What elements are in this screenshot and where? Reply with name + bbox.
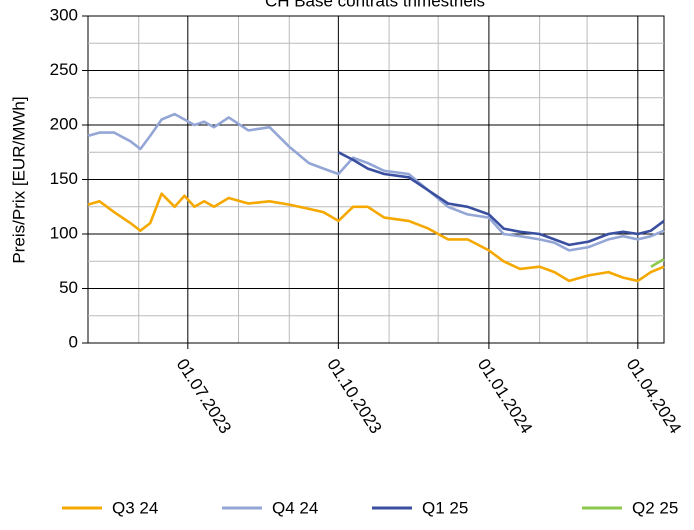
x-tick-label: 01.07.2023 — [173, 355, 235, 437]
legend-item: Q2 25 — [582, 498, 678, 517]
legend-label: Q2 25 — [632, 498, 678, 517]
series-line — [650, 257, 665, 268]
x-tick-label: 01.10.2023 — [323, 355, 385, 437]
legend-item: Q1 25 — [372, 498, 468, 517]
y-tick-label: 0 — [69, 332, 78, 351]
chart-title: CH Base contrats trimestriels — [265, 0, 485, 10]
y-tick-label: 50 — [59, 278, 78, 297]
y-tick-label: 150 — [50, 169, 78, 188]
x-tick-label: 01.01.2024 — [474, 355, 536, 437]
legend-label: Q4 24 — [272, 498, 318, 517]
y-tick-label: 300 — [50, 5, 78, 24]
legend-item: Q3 24 — [62, 498, 158, 517]
series-line — [87, 192, 665, 283]
y-tick-label: 100 — [50, 223, 78, 242]
x-tick-label: 01.04.2024 — [623, 355, 685, 437]
legend-item: Q4 24 — [222, 498, 318, 517]
y-tick-label: 200 — [50, 114, 78, 133]
legend-label: Q1 25 — [422, 498, 468, 517]
legend-label: Q3 24 — [112, 498, 158, 517]
y-axis-label: Preis/Prix [EUR/MWh] — [9, 96, 28, 263]
series-line — [87, 112, 665, 252]
y-tick-label: 250 — [50, 60, 78, 79]
series-line — [337, 151, 665, 247]
